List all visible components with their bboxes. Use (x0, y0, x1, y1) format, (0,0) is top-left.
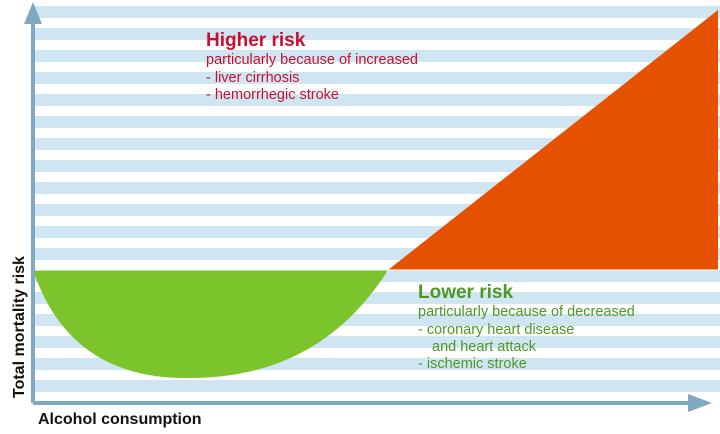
higher-risk-line: - liver cirrhosis (206, 69, 300, 86)
lower-risk-line: particularly because of decreased (418, 304, 635, 321)
higher-risk-area (388, 10, 718, 270)
y-axis-arrowhead (24, 2, 42, 24)
lower-risk-heading: Lower risk (418, 282, 514, 303)
lower-risk-line: - coronary heart disease (418, 321, 575, 338)
lower-risk-area (33, 270, 388, 379)
lower-risk-line: - ischemic stroke (418, 355, 527, 372)
higher-risk-annotation: Higher risk particularly because of incr… (206, 30, 418, 104)
background-stripe (33, 116, 720, 128)
higher-risk-heading: Higher risk (206, 30, 306, 51)
x-axis-label: Alcohol consumption (38, 411, 202, 428)
higher-risk-line: particularly because of increased (206, 52, 418, 69)
lower-risk-annotation: Lower risk particularly because of decre… (418, 282, 635, 373)
background-stripe (33, 6, 720, 18)
background-stripe (33, 94, 720, 106)
y-axis-label: Total mortality risk (11, 256, 28, 398)
x-axis-arrowhead (688, 394, 712, 412)
background-stripe (33, 380, 720, 392)
background-stripe (33, 50, 720, 62)
lower-risk-line: and heart attack (432, 338, 536, 355)
background-stripe (33, 28, 720, 40)
higher-risk-line: - hemorrhegic stroke (206, 86, 339, 103)
background-stripe (33, 72, 720, 84)
